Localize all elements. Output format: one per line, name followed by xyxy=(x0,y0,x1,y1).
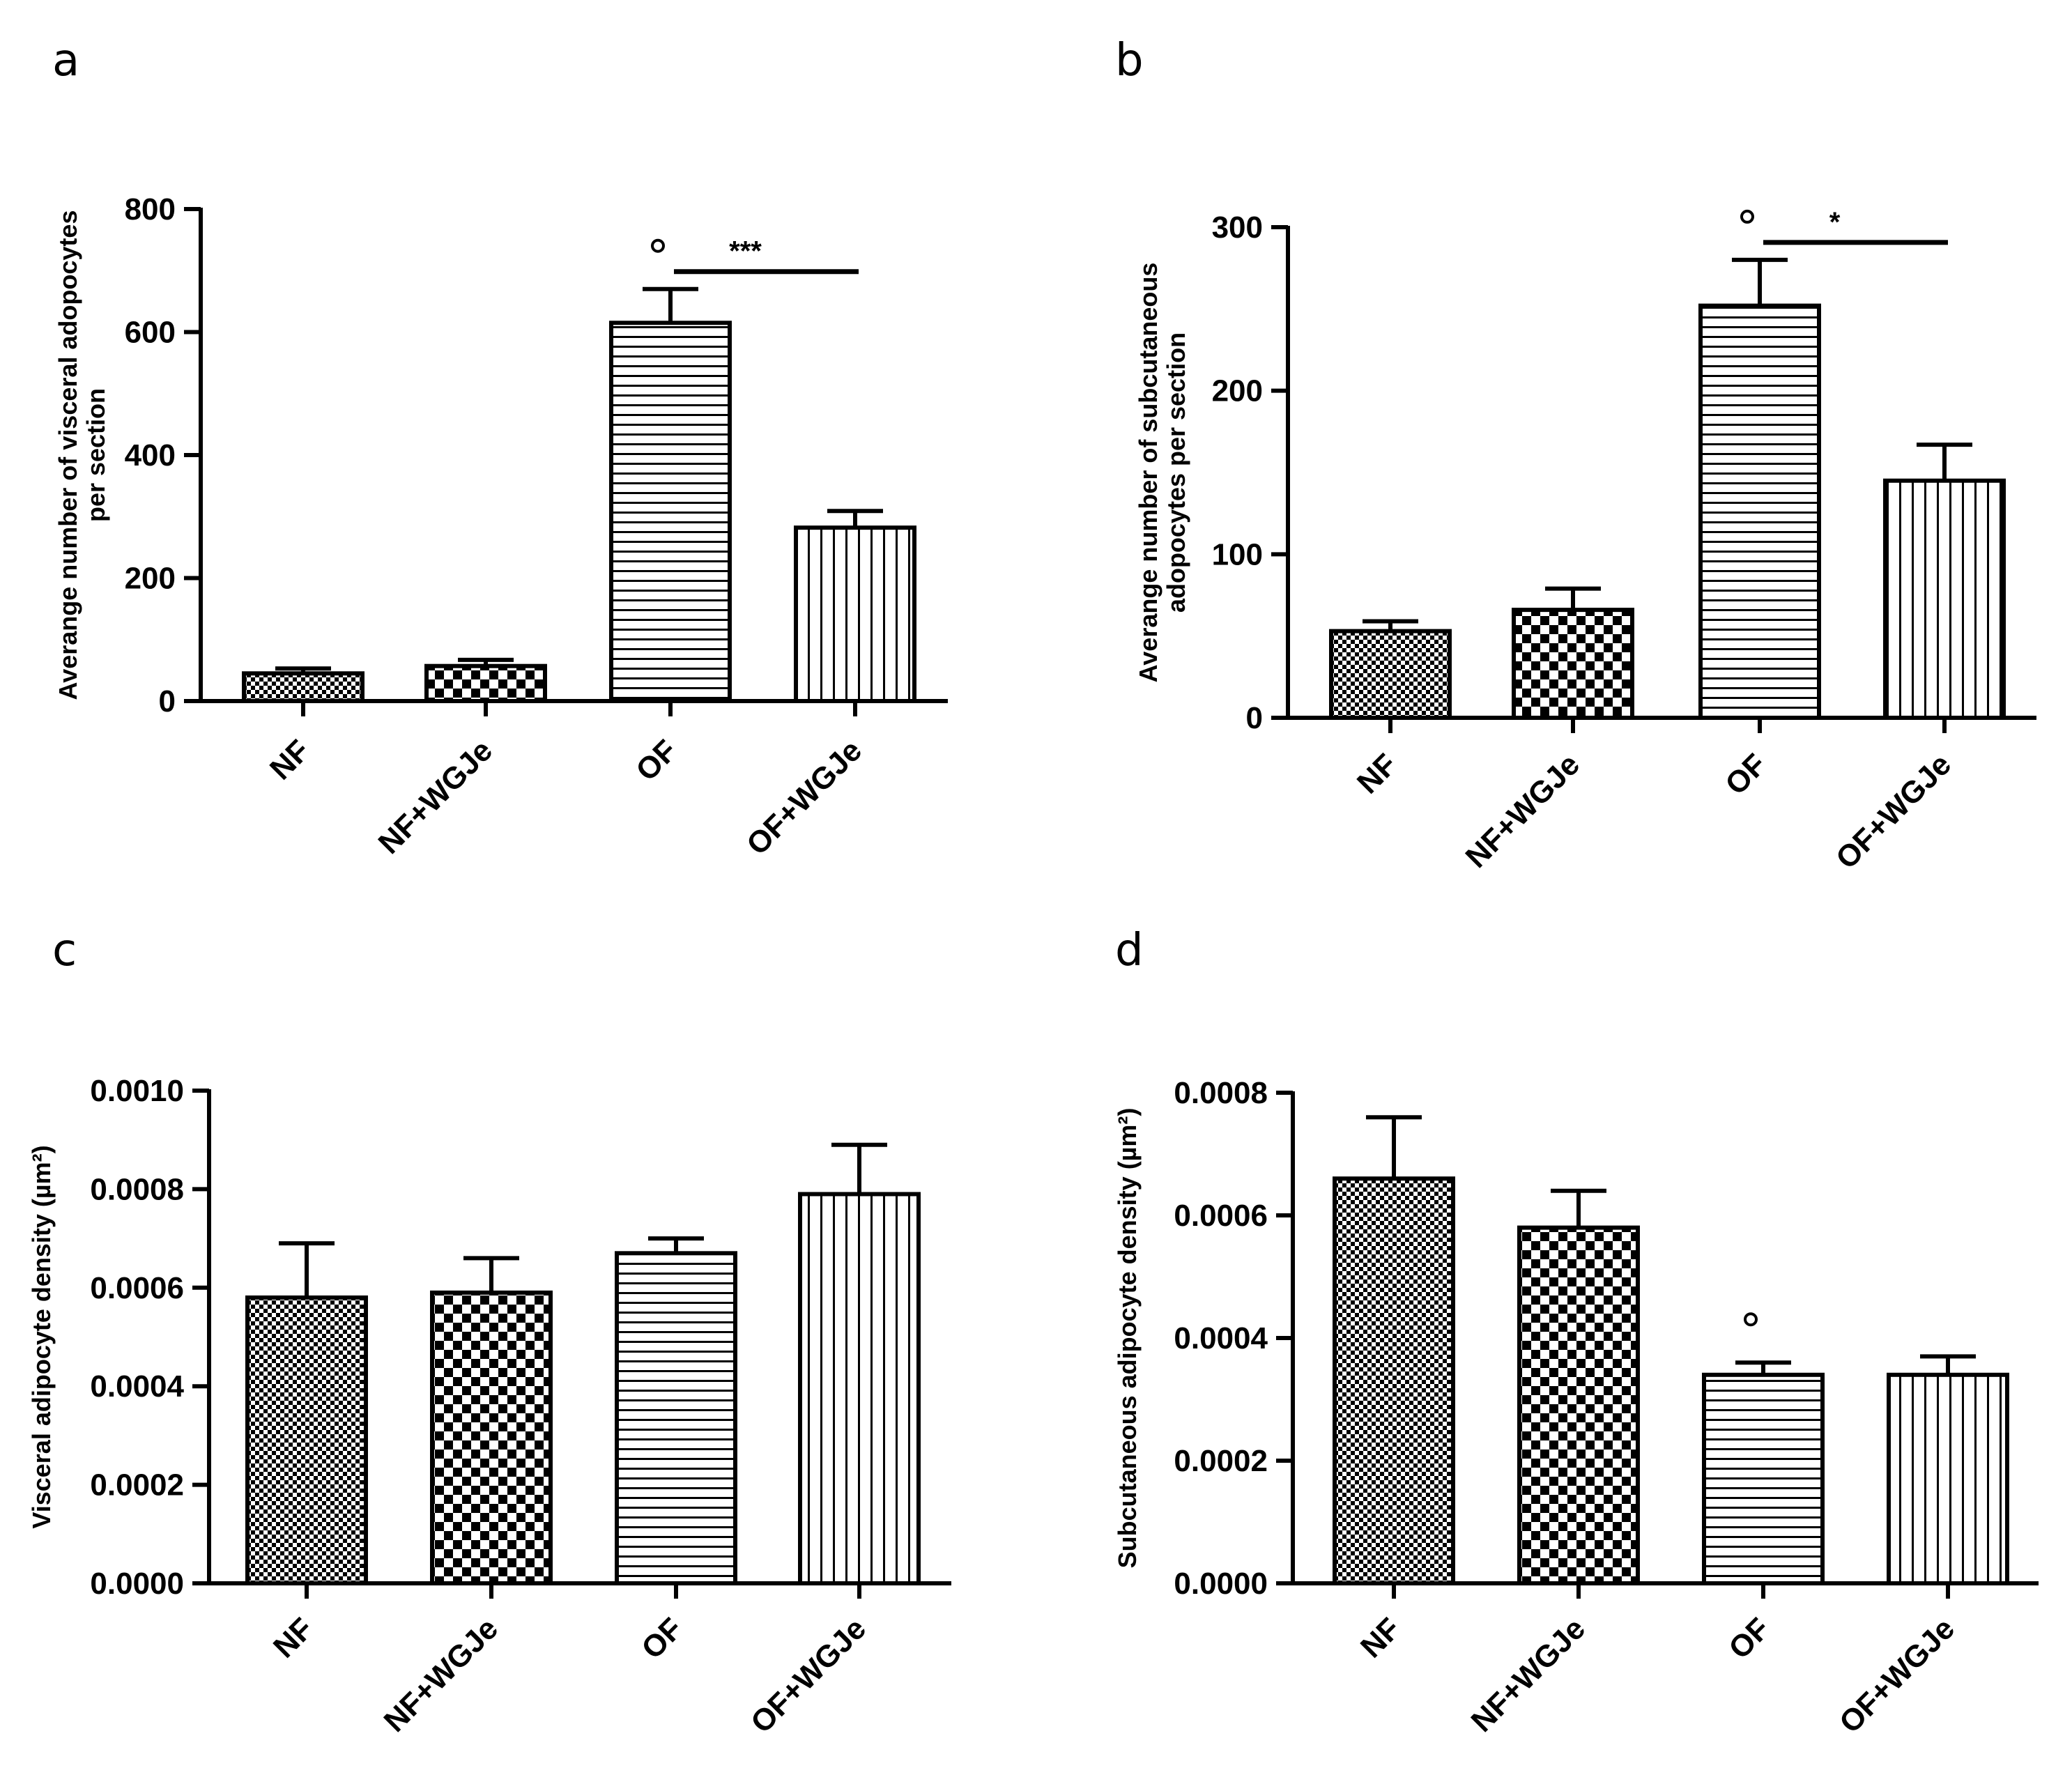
y-tick-label: 300 xyxy=(1212,210,1263,245)
x-category-label: OF+WGJe xyxy=(1829,747,1958,875)
x-category-label: NF+WGJe xyxy=(372,733,499,860)
y-tick-label: 0.0006 xyxy=(1174,1199,1268,1233)
bar-nf-wgje xyxy=(1512,608,1634,720)
bar-of xyxy=(615,1251,737,1586)
panel-letter: d xyxy=(1115,925,1144,976)
y-axis-title: Averange number of visceral adopocytes xyxy=(54,210,82,700)
panel-c: c 0.0000 0.0002 0.0004 0.0006 0.0008 0.0010 Vis… xyxy=(27,925,951,1740)
y-axis-title: Averange number of subcutaneous xyxy=(1134,263,1162,683)
x-category-label: OF+WGJe xyxy=(740,733,868,861)
y-tick-label: 600 xyxy=(125,316,176,350)
bar-nf xyxy=(242,671,364,703)
y-tick-label: 0 xyxy=(159,684,176,718)
panel-b: b 0 100 200 300 Averange number of subcutaneo… xyxy=(1115,35,2036,876)
bar-nf xyxy=(1333,1176,1455,1585)
bar-of-wgje xyxy=(1887,1372,2009,1586)
y-tick-label: 0.0008 xyxy=(90,1172,184,1206)
x-category-label: OF xyxy=(1719,747,1773,801)
y-tick-label: 0.0002 xyxy=(90,1468,184,1502)
x-category-label: OF xyxy=(629,733,684,787)
y-tick-label: 0.0000 xyxy=(90,1567,184,1601)
panel-letter: a xyxy=(52,35,79,86)
x-category-label: NF+WGJe xyxy=(1465,1611,1592,1738)
y-axis-title: adopocytes per section xyxy=(1162,332,1190,613)
x-category-label: OF xyxy=(635,1611,689,1666)
x-category-label: NF+WGJe xyxy=(378,1611,505,1738)
x-category-label: NF xyxy=(263,733,316,786)
panel-letter: c xyxy=(52,925,77,976)
bar-nf xyxy=(245,1295,368,1585)
y-tick-label: 100 xyxy=(1212,537,1263,571)
y-tick-label: 200 xyxy=(125,562,176,596)
panel-letter: b xyxy=(1115,35,1144,86)
significance-label: * xyxy=(1829,207,1841,238)
y-axis-title: Visceral adipocyte density (µm²) xyxy=(27,1145,56,1528)
x-category-label: OF+WGJe xyxy=(1833,1611,1961,1739)
y-tick-label: 0.0006 xyxy=(90,1271,184,1305)
bar-of xyxy=(609,321,732,703)
bar-of-wgje xyxy=(794,525,916,704)
bar-nf-wgje xyxy=(424,663,547,704)
y-tick-label: 800 xyxy=(125,192,176,226)
y-tick-label: 0.0008 xyxy=(1174,1076,1268,1110)
bar-of xyxy=(1698,303,1821,720)
bar-nf-wgje xyxy=(1517,1225,1640,1585)
y-axis-title: per section xyxy=(82,388,110,522)
x-category-label: NF xyxy=(1351,747,1404,800)
x-category-label: OF+WGJe xyxy=(744,1611,873,1739)
y-tick-label: 400 xyxy=(125,438,176,472)
bar-of-wgje xyxy=(798,1192,921,1585)
y-tick-label: 0.0000 xyxy=(1174,1567,1268,1601)
y-tick-label: 0.0004 xyxy=(90,1369,184,1404)
significance-circle xyxy=(1740,209,1754,224)
x-category-label: NF xyxy=(267,1611,320,1664)
significance-circle xyxy=(1744,1312,1758,1327)
bar-nf xyxy=(1329,629,1452,720)
y-tick-label: 0.0010 xyxy=(90,1074,184,1108)
significance-label: *** xyxy=(729,236,762,267)
bar-of-wgje xyxy=(1883,478,2006,720)
bar-of xyxy=(1702,1372,1825,1586)
y-tick-label: 200 xyxy=(1212,374,1263,408)
x-category-label: OF xyxy=(1722,1611,1776,1666)
x-category-label: NF xyxy=(1354,1611,1407,1664)
y-tick-label: 0.0004 xyxy=(1174,1321,1268,1355)
significance-circle xyxy=(651,238,665,253)
panel-d: d 0.0000 0.0002 0.0004 0.0006 0.0008 Subcutane… xyxy=(1113,925,2039,1740)
y-tick-label: 0.0002 xyxy=(1174,1444,1268,1478)
panel-a: a 0 200 400 600 800 Averange number of viscera… xyxy=(52,35,948,862)
bar-nf-wgje xyxy=(430,1290,553,1585)
y-axis-title: Subcutaneous adipocyte density (µm²) xyxy=(1113,1108,1142,1569)
x-category-label: NF+WGJe xyxy=(1459,747,1586,874)
y-tick-label: 0 xyxy=(1246,701,1263,735)
